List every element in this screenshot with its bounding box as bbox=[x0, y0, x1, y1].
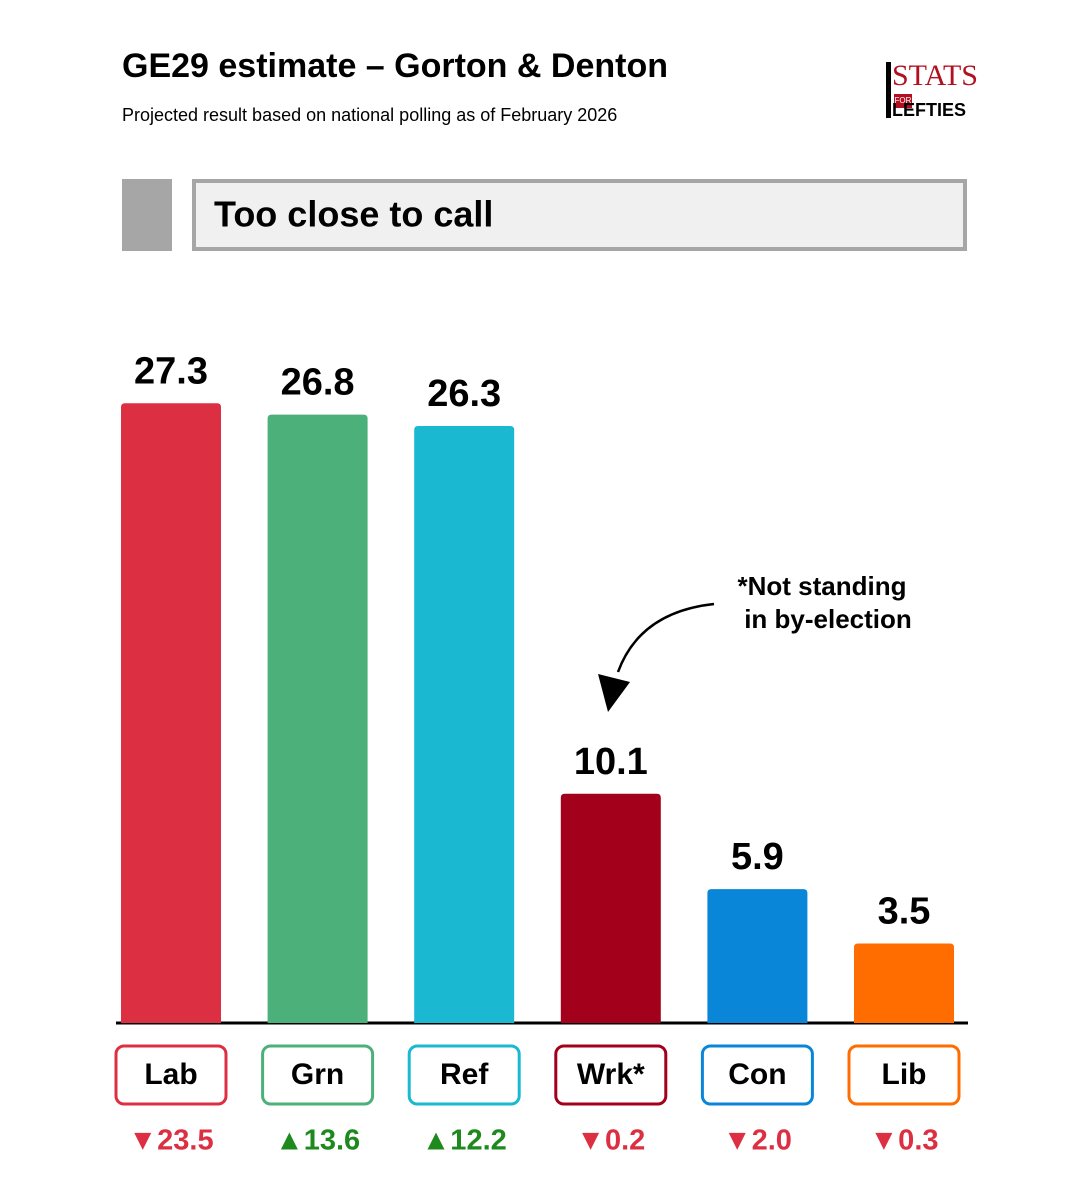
logo-middle: FOR bbox=[895, 96, 912, 105]
x-tick-label: Con bbox=[728, 1058, 786, 1091]
logo-badge bbox=[894, 94, 912, 108]
x-tick-label: Lab bbox=[144, 1058, 197, 1091]
bar bbox=[560, 793, 661, 1023]
verdict-swatch bbox=[122, 179, 172, 251]
x-tick-label: Ref bbox=[440, 1058, 489, 1091]
change-label: ▲12.2 bbox=[422, 1125, 507, 1157]
value-label: 26.3 bbox=[427, 373, 501, 415]
annotation-arrowhead bbox=[598, 674, 630, 712]
change-label: ▼0.3 bbox=[869, 1125, 938, 1157]
change-label: ▲13.6 bbox=[275, 1125, 360, 1157]
value-label: 26.8 bbox=[281, 362, 355, 404]
logo: STATS FOR LEFTIES bbox=[886, 59, 978, 120]
bar bbox=[121, 403, 221, 1023]
logo-bottom: LEFTIES bbox=[892, 100, 966, 120]
value-label: 5.9 bbox=[731, 836, 784, 878]
category-box bbox=[261, 1044, 375, 1106]
verdict-text: Too close to call bbox=[214, 194, 493, 235]
category-box bbox=[700, 1044, 814, 1106]
logo-top: STATS bbox=[892, 59, 978, 92]
change-label: ▼2.0 bbox=[723, 1125, 792, 1157]
chart-subtitle: Projected result based on national polli… bbox=[122, 105, 617, 125]
verdict-box bbox=[192, 179, 967, 251]
x-tick-label: Lib bbox=[882, 1058, 927, 1091]
value-label: 10.1 bbox=[574, 741, 648, 783]
value-label: 3.5 bbox=[878, 891, 931, 933]
annotation-line: *Not standing bbox=[738, 571, 907, 601]
x-tick-label: Wrk* bbox=[577, 1058, 645, 1091]
category-box bbox=[114, 1044, 228, 1106]
category-box bbox=[407, 1044, 521, 1106]
bar bbox=[267, 414, 368, 1023]
annotation-arrow bbox=[616, 602, 715, 673]
bar bbox=[707, 889, 808, 1023]
chart-title: GE29 estimate – Gorton & Denton bbox=[122, 47, 668, 85]
annotation-line: in by-election bbox=[744, 604, 912, 634]
bar bbox=[414, 425, 515, 1023]
change-label: ▼0.2 bbox=[576, 1125, 645, 1157]
logo-bar bbox=[886, 62, 891, 118]
category-box bbox=[847, 1044, 961, 1106]
x-tick-label: Grn bbox=[291, 1058, 344, 1091]
bar bbox=[854, 943, 954, 1023]
category-box bbox=[554, 1044, 668, 1106]
value-label: 27.3 bbox=[134, 350, 208, 392]
change-label: ▼23.5 bbox=[128, 1125, 213, 1157]
